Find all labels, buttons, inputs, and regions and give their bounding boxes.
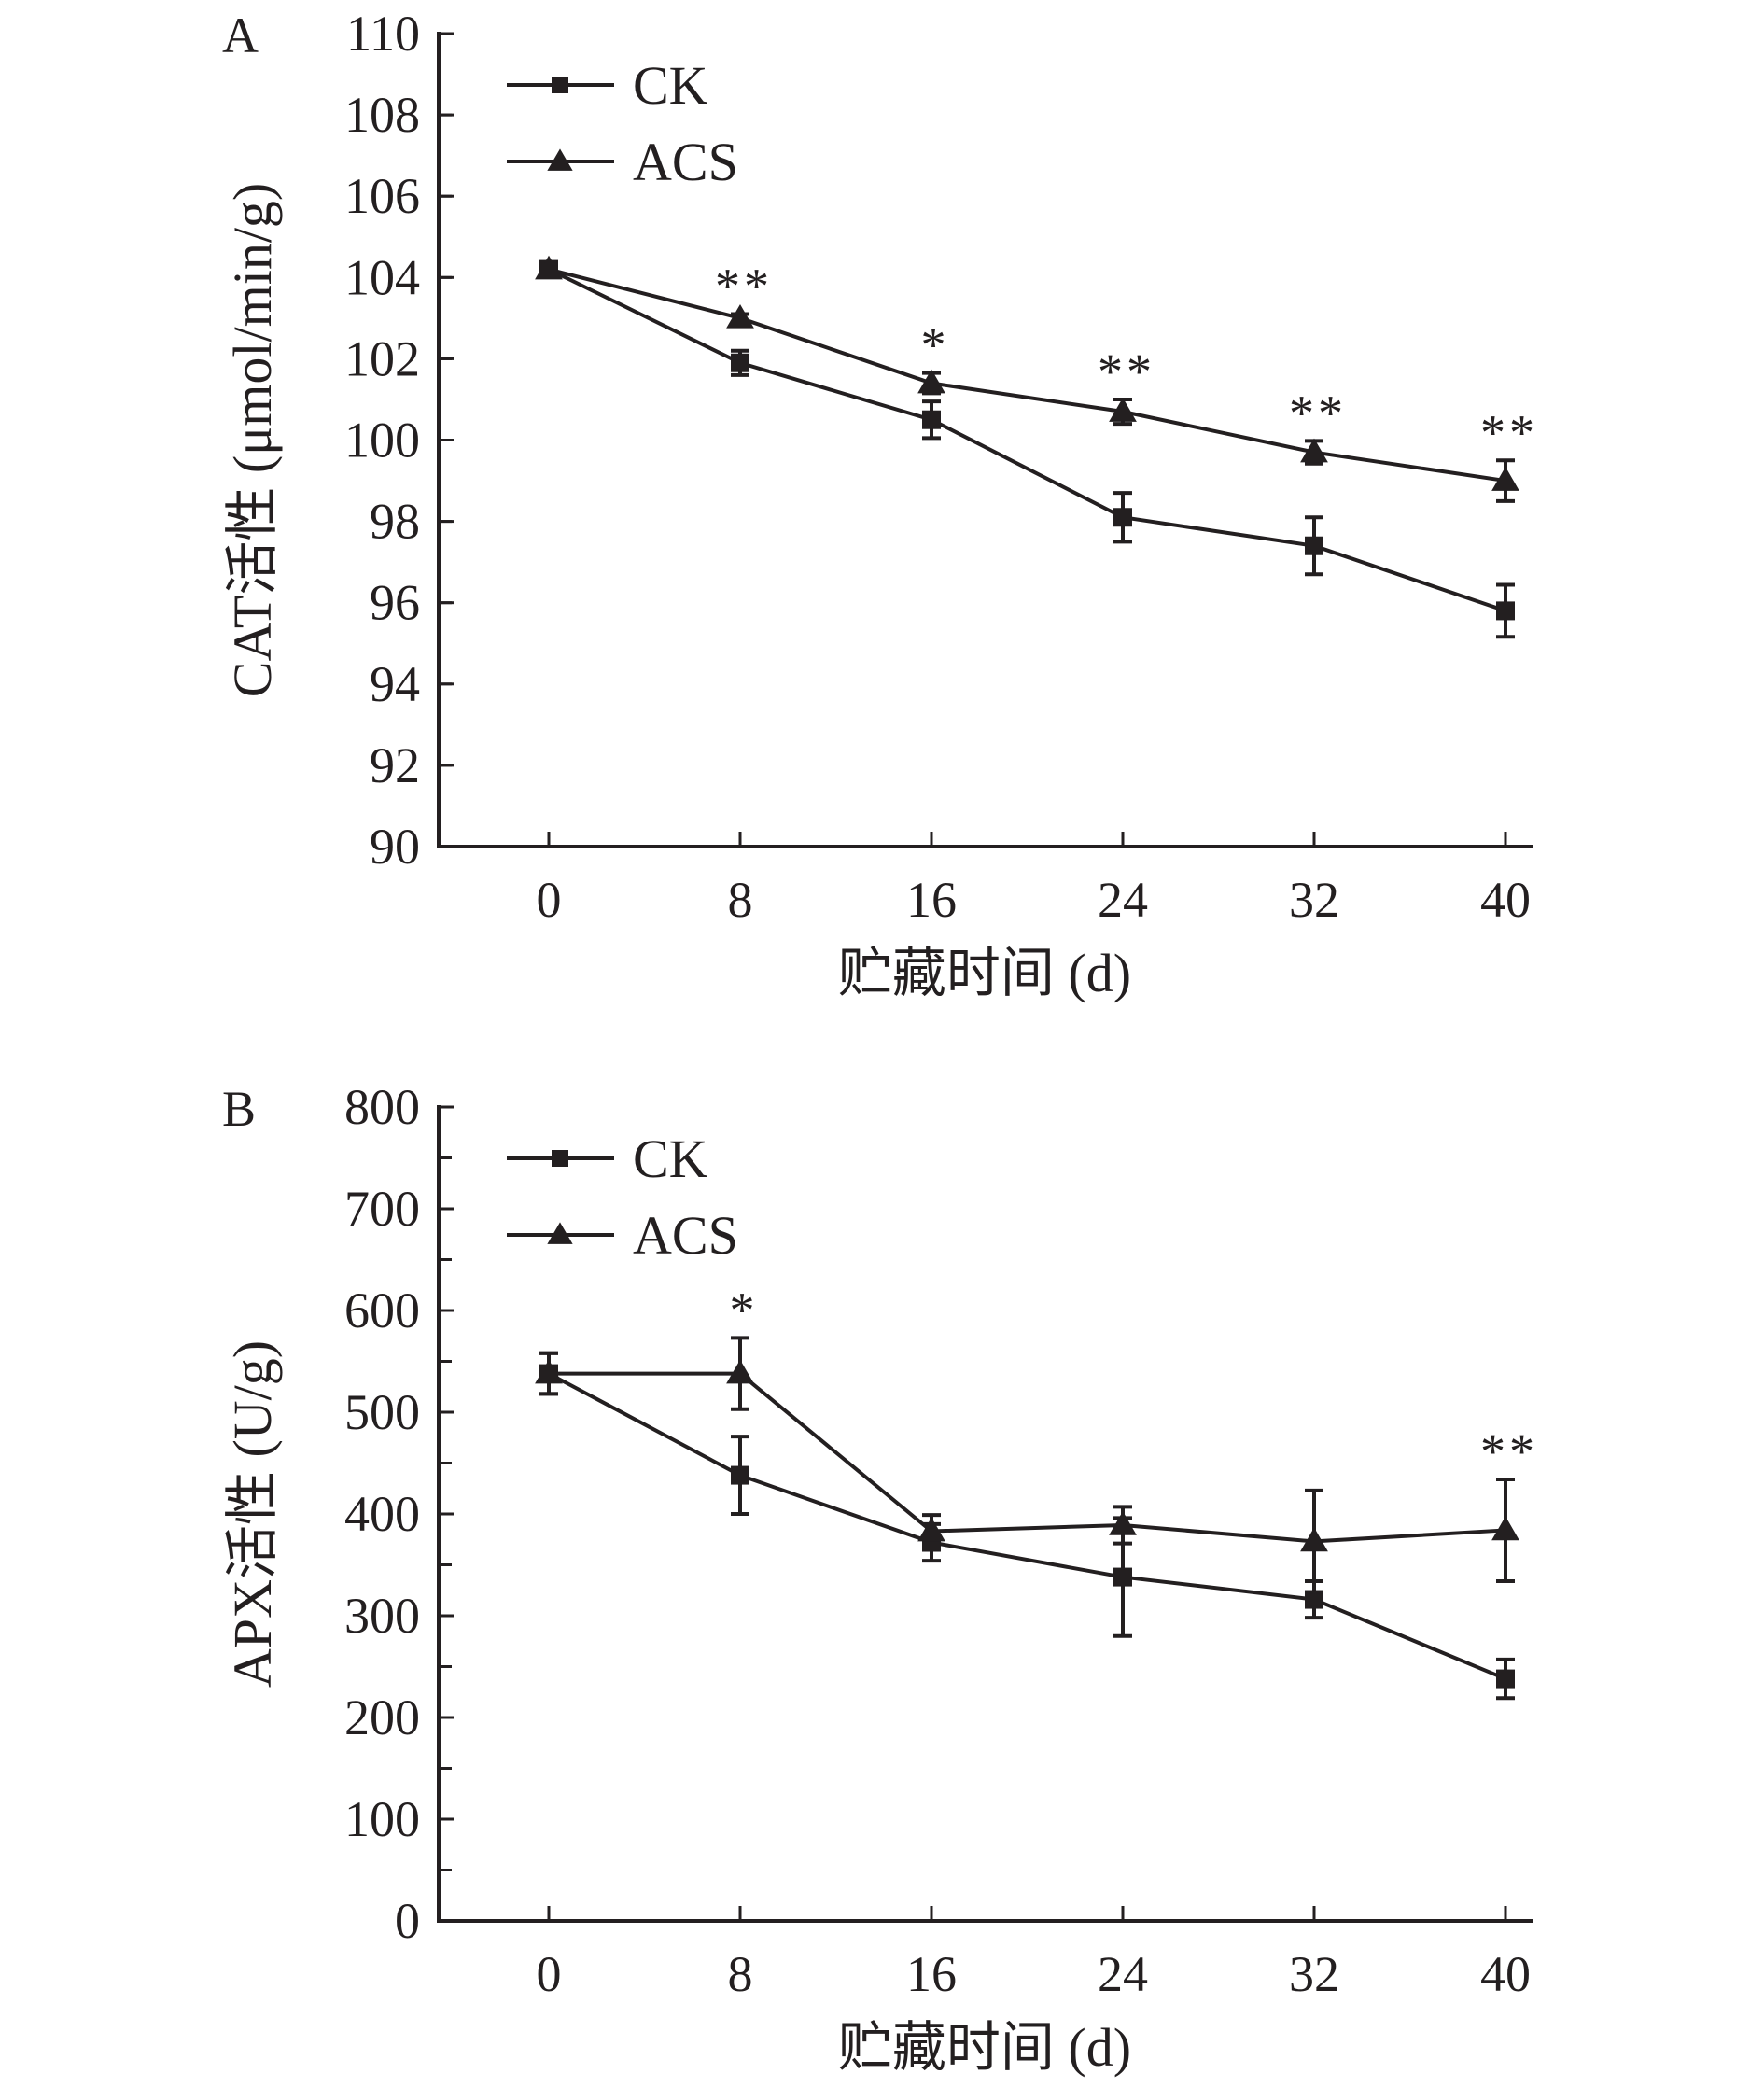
- x-tick-label: 16: [906, 872, 957, 928]
- x-axis-label: 贮藏时间 (d): [838, 2017, 1131, 2078]
- triangle-marker: [535, 1359, 563, 1384]
- legend-label: ACS: [633, 132, 738, 192]
- y-tick-label: 100: [344, 1791, 420, 1847]
- x-tick-label: 32: [1289, 872, 1339, 928]
- square-marker: [731, 353, 749, 372]
- triangle-marker: [547, 148, 573, 171]
- x-tick-label: 40: [1480, 872, 1531, 928]
- series-ck: [539, 1351, 1515, 1701]
- square-marker: [922, 410, 941, 429]
- legend-label: CK: [633, 1128, 708, 1189]
- square-marker: [1305, 536, 1323, 555]
- y-tick-label: 104: [344, 249, 420, 305]
- x-tick-label: 16: [906, 1946, 957, 2002]
- x-tick-label: 0: [537, 872, 562, 928]
- y-tick-label: 106: [344, 168, 420, 224]
- triangle-marker: [1491, 467, 1519, 491]
- y-tick-label: 96: [370, 575, 420, 631]
- significance-label: *: [730, 1282, 759, 1338]
- square-marker: [552, 1150, 568, 1167]
- triangle-marker: [917, 369, 945, 394]
- y-axis-label: CAT活性 (μmol/min/g): [222, 183, 283, 697]
- triangle-marker: [1491, 1516, 1519, 1541]
- square-marker: [1496, 1669, 1515, 1689]
- significance-label: **: [1480, 1423, 1538, 1479]
- y-axis-label: APX活性 (U/g): [222, 1340, 283, 1688]
- triangle-marker: [1300, 1527, 1328, 1552]
- y-tick-label: 400: [344, 1486, 420, 1542]
- significance-label: **: [715, 258, 773, 314]
- triangle-marker: [547, 1222, 573, 1244]
- series-line: [548, 1371, 1506, 1681]
- series-acs: [535, 1336, 1519, 1594]
- y-tick-label: 110: [346, 6, 420, 62]
- y-tick-label: 108: [344, 87, 420, 143]
- panel-label: A: [222, 7, 259, 63]
- legend: CK ACS: [507, 55, 738, 192]
- panel-a: A 90 92 94 96 98 100 102 104 106 108 110 0 8 16 24 32 40 贮…: [222, 6, 1538, 1003]
- y-tick-label: 600: [344, 1282, 420, 1338]
- legend-label: ACS: [633, 1205, 738, 1266]
- triangle-marker: [726, 1359, 754, 1384]
- square-marker: [731, 1465, 749, 1485]
- y-tick-label: 700: [344, 1181, 420, 1237]
- y-tick-label: 102: [344, 330, 420, 386]
- y-tick-label: 500: [344, 1384, 420, 1440]
- series-acs: [535, 255, 1519, 503]
- series-line: [548, 267, 1506, 613]
- x-tick-label: 32: [1289, 1946, 1339, 2002]
- y-tick-label: 0: [395, 1893, 420, 1949]
- significance-label: **: [1480, 404, 1538, 460]
- x-tick-label: 24: [1098, 1946, 1148, 2002]
- triangle-marker: [726, 303, 754, 329]
- series-ck: [539, 259, 1515, 639]
- triangle-marker: [1109, 1511, 1137, 1535]
- y-tick-label: 300: [344, 1588, 420, 1644]
- panel-label: B: [222, 1081, 256, 1137]
- square-marker: [1496, 601, 1515, 621]
- square-marker: [1113, 508, 1132, 527]
- x-tick-label: 8: [728, 1946, 753, 2002]
- y-tick-label: 92: [370, 737, 420, 793]
- triangle-marker: [535, 255, 563, 280]
- x-tick-label: 0: [537, 1946, 562, 2002]
- square-marker: [1113, 1567, 1132, 1587]
- x-tick-label: 40: [1480, 1946, 1531, 2002]
- legend: CK ACS: [507, 1128, 738, 1266]
- triangle-marker: [917, 1517, 945, 1542]
- y-tick-label: 200: [344, 1689, 420, 1745]
- y-tick-label: 800: [344, 1079, 420, 1135]
- x-tick-label: 8: [728, 872, 753, 928]
- significance-label: **: [1289, 385, 1347, 441]
- square-marker: [1305, 1590, 1323, 1609]
- significance-label: *: [921, 317, 950, 373]
- series-line: [549, 1371, 1506, 1544]
- series-line: [548, 267, 1506, 483]
- triangle-marker: [1300, 438, 1328, 463]
- significance-label: **: [1098, 343, 1155, 399]
- y-tick-label: 98: [370, 494, 420, 550]
- panel-b: B 0 100 200 300 400 500 600 700 800 0 8 16 24 32 40 贮藏时间…: [222, 1079, 1538, 2078]
- legend-label: CK: [633, 55, 708, 116]
- y-tick-label: 100: [344, 413, 420, 469]
- square-marker: [552, 77, 568, 93]
- y-tick-label: 94: [370, 656, 420, 712]
- x-tick-label: 24: [1098, 872, 1148, 928]
- y-tick-label: 90: [370, 819, 420, 875]
- triangle-marker: [1109, 398, 1137, 422]
- x-axis-label: 贮藏时间 (d): [838, 943, 1131, 1003]
